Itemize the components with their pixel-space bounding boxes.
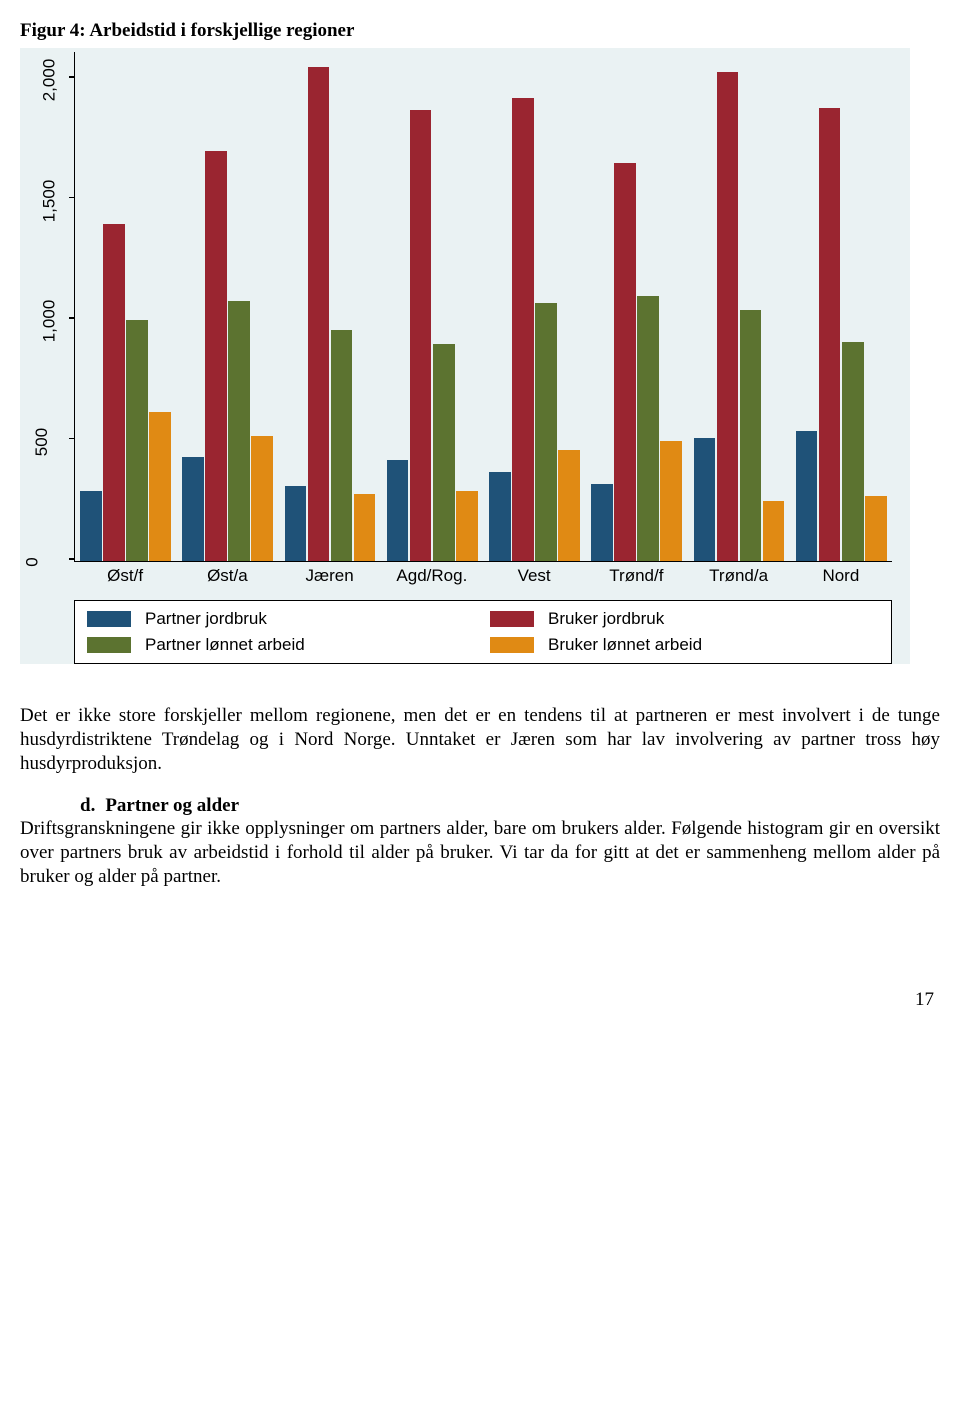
bar — [149, 412, 171, 561]
legend-label: Bruker lønnet arbeid — [548, 635, 879, 655]
y-tick-label: 500 — [32, 427, 52, 455]
y-tick-mark — [69, 197, 75, 199]
bar — [103, 224, 125, 561]
y-axis: 05001,0001,5002,000 — [20, 52, 74, 562]
bar — [387, 460, 409, 561]
bar — [763, 501, 785, 561]
bar — [819, 108, 841, 561]
bar — [842, 342, 864, 561]
figure-title: Figur 4: Arbeidstid i forskjellige regio… — [20, 20, 940, 42]
chart-container: 0 500 1,000 1,500 2,000 Øst/f Øst/a Jæren Agd/R… — [20, 48, 910, 664]
bar — [512, 98, 534, 561]
bar — [433, 344, 455, 561]
legend-swatch — [87, 637, 131, 653]
paragraph-1: Det er ikke store forskjeller mellom reg… — [20, 704, 940, 775]
y-tick-mark — [69, 317, 75, 319]
x-axis-labels: Øst/f Øst/a Jæren Agd/Rog. Vest Trønd/f Trønd/… — [74, 562, 892, 590]
y-tick-mark — [69, 438, 75, 440]
bar — [558, 450, 580, 561]
legend-label: Partner lønnet arbeid — [145, 635, 476, 655]
subheading-text: Partner og alder — [105, 795, 239, 816]
x-tick-label: Øst/a — [207, 566, 248, 586]
bar — [182, 457, 204, 561]
page-number: 17 — [20, 989, 940, 1011]
subheading: d. Partner og alder — [20, 795, 940, 817]
bar — [489, 472, 511, 561]
bar — [205, 151, 227, 561]
x-tick-label: Nord — [822, 566, 859, 586]
bar — [660, 441, 682, 561]
bar — [535, 303, 557, 561]
bar — [228, 301, 250, 561]
y-tick-label: 1,000 — [39, 300, 59, 343]
x-tick-label: Trønd/a — [709, 566, 768, 586]
plot-area — [74, 52, 892, 562]
bar — [126, 320, 148, 561]
bar — [410, 110, 432, 561]
bar — [717, 72, 739, 561]
bar — [456, 491, 478, 561]
y-tick-mark — [69, 76, 75, 78]
y-tick-label: 2,000 — [39, 59, 59, 102]
legend-swatch — [490, 637, 534, 653]
bar — [308, 67, 330, 561]
bar — [694, 438, 716, 561]
subheading-letter: d. — [80, 795, 95, 816]
bar — [614, 163, 636, 561]
bar — [865, 496, 887, 561]
x-tick-label: Vest — [518, 566, 551, 586]
legend-swatch — [87, 611, 131, 627]
x-tick-label: Øst/f — [107, 566, 143, 586]
bar — [331, 330, 353, 561]
bar — [591, 484, 613, 561]
bar — [637, 296, 659, 561]
bar — [740, 310, 762, 561]
bar — [285, 486, 307, 561]
bar — [251, 436, 273, 561]
chart-legend: Partner jordbruk Bruker jordbruk Partner l… — [74, 600, 892, 664]
x-tick-label: Agd/Rog. — [396, 566, 467, 586]
x-tick-label: Jæren — [306, 566, 354, 586]
bar — [354, 494, 376, 561]
bar — [796, 431, 818, 561]
legend-label: Bruker jordbruk — [548, 609, 879, 629]
y-tick-label: 1,500 — [39, 179, 59, 222]
y-tick-mark — [69, 558, 75, 560]
legend-label: Partner jordbruk — [145, 609, 476, 629]
y-tick-label: 0 — [23, 557, 43, 566]
legend-swatch — [490, 611, 534, 627]
bar — [80, 491, 102, 561]
x-tick-label: Trønd/f — [609, 566, 663, 586]
paragraph-2: Driftsgranskningene gir ikke opplysninge… — [20, 817, 940, 888]
